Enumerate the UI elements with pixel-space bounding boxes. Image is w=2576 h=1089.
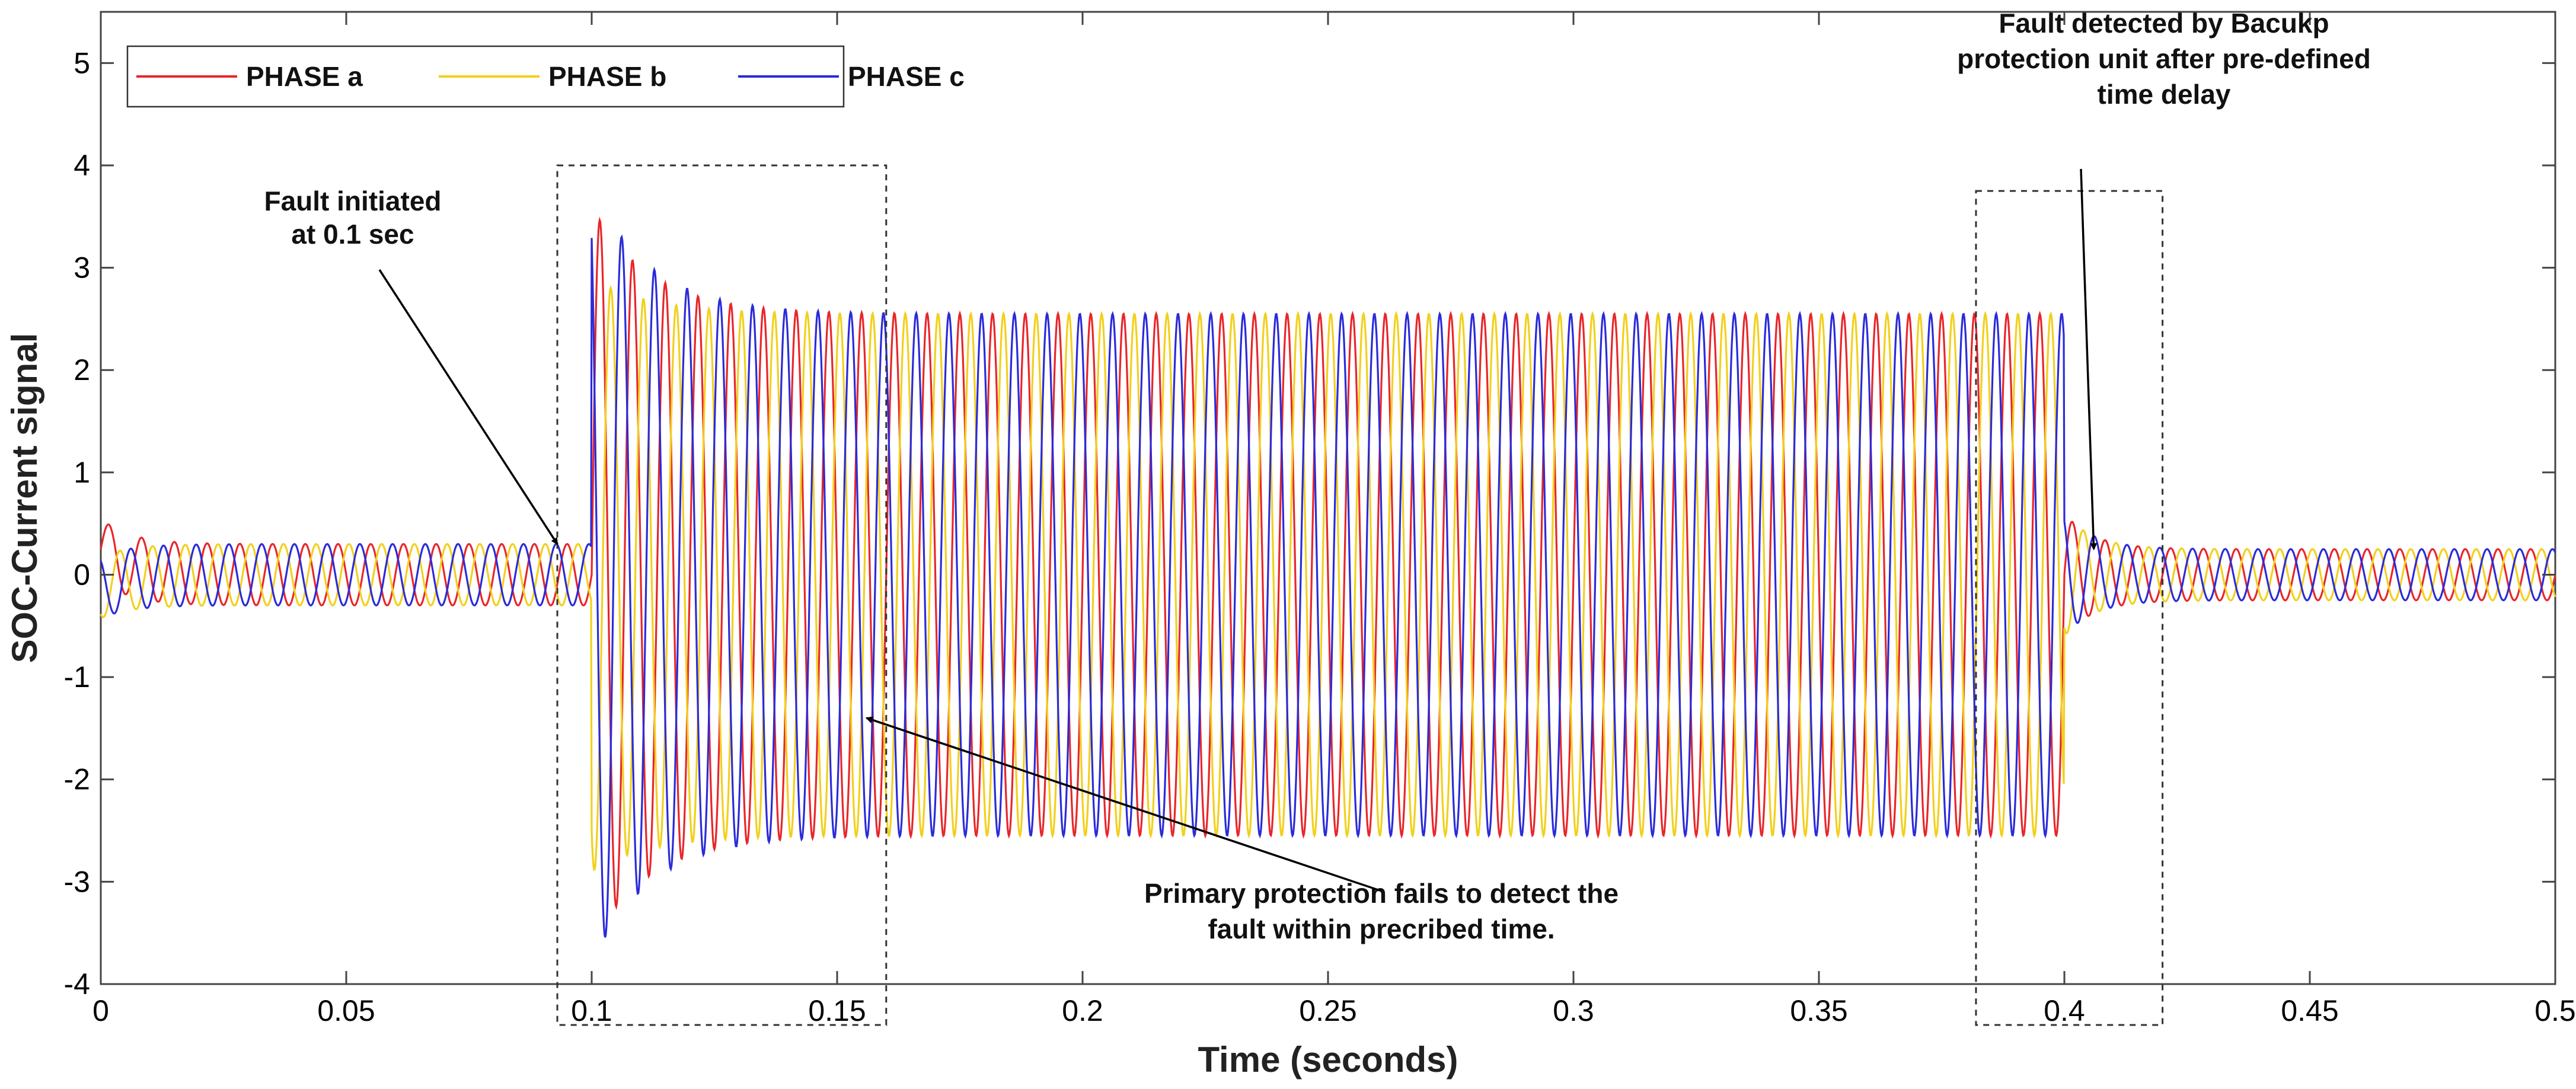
y-tick-label: 4 [74,149,90,182]
primary-fails-text-line: Primary protection fails to detect the [1144,878,1619,909]
series-line-phase-a [100,216,2556,911]
backup-window-box [1975,190,2164,1026]
x-tick-label: 0.2 [1062,994,1103,1027]
y-tick-label: 5 [74,46,90,79]
x-tick-label: 0.3 [1553,994,1594,1027]
legend: PHASE a PHASE b PHASE c [126,45,965,108]
primary-fails-arrow [865,716,1382,892]
x-tick-label: 0 [92,994,109,1027]
legend-label: PHASE c [848,61,965,92]
fault-initiated-text-line: at 0.1 sec [291,219,414,250]
backup-detect-text-line: protection unit after pre-defined [1957,43,2371,74]
x-tick-label: 0.25 [1299,994,1356,1027]
y-tick-label: -4 [64,967,90,1001]
y-tick-label: 0 [74,558,90,591]
plot-area [100,11,2556,985]
x-tick-label: 0.35 [1790,994,1847,1027]
y-tick-label: 1 [74,456,90,489]
fault-initiated-arrow [378,269,558,545]
y-tick-label: -3 [64,865,90,898]
y-tick-label: -2 [64,763,90,796]
x-tick-label: 0.1 [571,994,612,1027]
x-tick-label: 0.05 [317,994,375,1027]
series-line-phase-b [100,285,2556,872]
backup-detect-annotation: Fault detected by Bacukp protection unit … [1957,8,2371,551]
series-layer [100,216,2556,938]
legend-label: PHASE b [548,61,666,92]
x-tick-label: 0.15 [808,994,866,1027]
primary-window-box [556,164,888,1026]
primary-fails-annotation: Primary protection fails to detect the fa… [865,716,1619,944]
y-tick-label: 3 [74,251,90,285]
x-tick-label: 0.4 [2044,994,2085,1027]
fault-initiated-text-line: Fault initiated [264,186,442,216]
backup-detect-text-line: Fault detected by Bacukp [1999,8,2329,39]
primary-fails-text-line: fault within precribed time. [1208,914,1554,944]
highlight-boxes [556,164,2164,1026]
backup-detect-arrow [2080,168,2098,551]
y-axis-title: SOC-Current signal [5,333,44,663]
x-axis-title: Time (seconds) [1198,1040,1458,1080]
y-tick-label: -1 [64,660,90,694]
x-tick-label: 0.45 [2281,994,2338,1027]
backup-detect-text-line: time delay [2098,79,2231,110]
y-tick-label: 2 [74,353,90,387]
x-tick-label: 0.5 [2534,994,2576,1027]
legend-label: PHASE a [246,61,363,92]
axes: 0 0.05 0.1 0.15 0.2 0.25 0.3 0.35 0.4 0.45 0.5 -4 -3… [64,12,2576,1027]
series-line-phase-c [100,234,2556,938]
